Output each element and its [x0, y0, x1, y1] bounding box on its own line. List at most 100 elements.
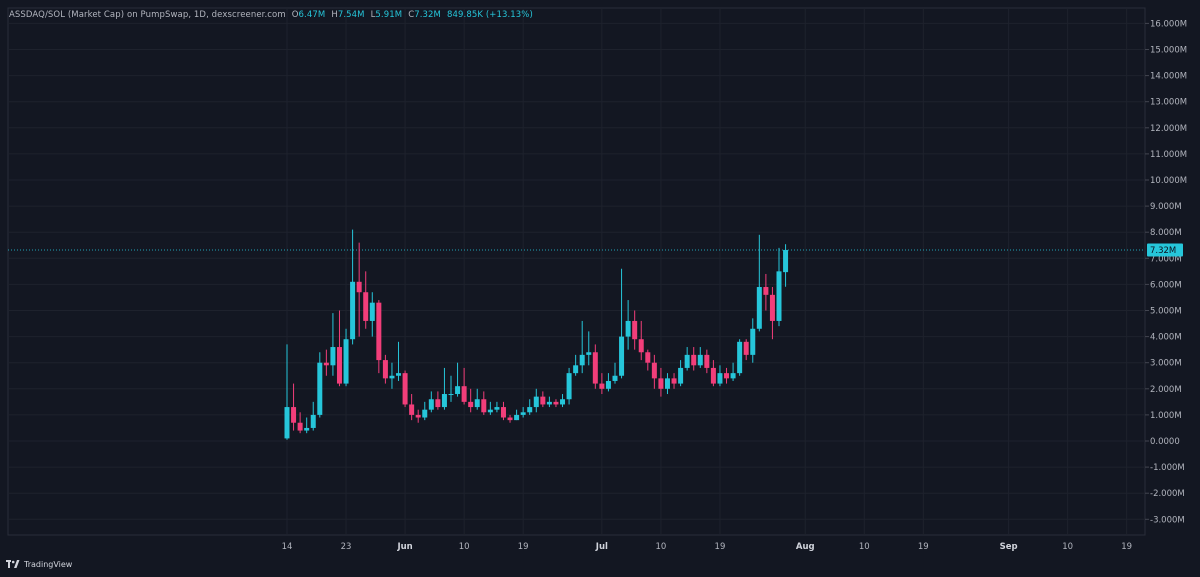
candle-body[interactable] [645, 352, 651, 363]
candle-body[interactable] [415, 414, 421, 418]
candle-body[interactable] [297, 422, 303, 431]
candle-body[interactable] [533, 396, 539, 408]
candle-body[interactable] [369, 302, 375, 321]
candle-body[interactable] [697, 354, 703, 366]
candle-body[interactable] [756, 287, 762, 329]
open-value: 6.47M [298, 10, 326, 20]
x-tick-label: 10 [459, 542, 470, 552]
candle-body[interactable] [737, 341, 743, 374]
x-tick-label: 19 [518, 542, 529, 552]
y-tick-label: -2.000M [1150, 489, 1185, 499]
symbol-title: ASSDAQ/SOL (Market Cap) on PumpSwap, 1D,… [9, 10, 286, 20]
candle-body[interactable] [573, 365, 579, 374]
candle-body[interactable] [691, 354, 697, 366]
y-tick-label: 2.000M [1150, 385, 1182, 395]
x-tick-label: 10 [656, 542, 667, 552]
candle-body[interactable] [317, 362, 323, 415]
candle-body[interactable] [553, 401, 559, 405]
last-price-tag-label: 7.32M [1150, 246, 1176, 256]
y-tick-label: -3.000M [1150, 515, 1185, 525]
x-tick-label: 10 [859, 542, 870, 552]
candle-body[interactable] [500, 407, 506, 418]
candle-body[interactable] [783, 249, 789, 273]
candle-body[interactable] [619, 336, 625, 376]
candle-body[interactable] [671, 378, 677, 384]
candle-body[interactable] [461, 386, 467, 402]
candle-body[interactable] [717, 373, 723, 384]
candle-body[interactable] [389, 375, 395, 379]
tradingview-brand[interactable]: TradingView [6, 559, 72, 569]
candle-body[interactable] [356, 281, 362, 293]
candle-body[interactable] [382, 360, 388, 379]
candle-body[interactable] [566, 373, 572, 400]
candle-body[interactable] [704, 354, 710, 368]
candle-body[interactable] [592, 352, 598, 384]
candle-body[interactable] [396, 373, 402, 376]
candle-body[interactable] [658, 378, 664, 389]
candle-body[interactable] [769, 294, 775, 321]
candle-body[interactable] [330, 347, 336, 366]
x-tick-label: 19 [918, 542, 929, 552]
candle-body[interactable] [376, 302, 382, 361]
candle-body[interactable] [664, 378, 670, 389]
candle-body[interactable] [494, 407, 500, 410]
candle-body[interactable] [422, 409, 428, 418]
candle-body[interactable] [599, 383, 605, 389]
candle-body[interactable] [540, 396, 546, 405]
y-tick-label: -1.000M [1150, 463, 1185, 473]
candle-body[interactable] [605, 380, 611, 389]
candle-body[interactable] [402, 373, 408, 405]
candle-body[interactable] [724, 373, 730, 379]
candle-body[interactable] [625, 320, 631, 337]
candle-body[interactable] [684, 354, 690, 368]
candle-body[interactable] [481, 399, 487, 413]
candle-body[interactable] [514, 414, 520, 421]
candle-body[interactable] [323, 362, 329, 366]
low-value: 5.91M [375, 10, 403, 20]
candle-body[interactable] [409, 404, 415, 415]
candle-body[interactable] [435, 399, 441, 408]
candle-body[interactable] [507, 417, 513, 421]
candle-body[interactable] [750, 328, 756, 355]
candle-body[interactable] [527, 407, 533, 413]
candle-body[interactable] [284, 407, 290, 439]
candle-body[interactable] [579, 354, 585, 366]
candle-body[interactable] [343, 339, 349, 384]
candle-body[interactable] [743, 341, 749, 355]
candle-body[interactable] [651, 362, 657, 379]
candle-body[interactable] [487, 409, 493, 413]
candle-body[interactable] [586, 352, 592, 355]
candle-body[interactable] [468, 401, 474, 408]
candle-body[interactable] [474, 399, 480, 408]
candle-body[interactable] [520, 412, 526, 415]
candle-body[interactable] [560, 399, 566, 405]
candle-body[interactable] [336, 347, 342, 384]
candle-body[interactable] [612, 375, 618, 381]
candle-body[interactable] [304, 427, 310, 431]
candle-body[interactable] [730, 373, 736, 379]
candle-body[interactable] [441, 394, 447, 408]
tradingview-logo-icon [6, 560, 20, 568]
x-tick-label: 10 [1062, 542, 1073, 552]
candle-body[interactable] [448, 394, 454, 396]
candle-body[interactable] [710, 367, 716, 384]
y-tick-label: 6.000M [1150, 280, 1182, 290]
brand-name: TradingView [24, 559, 73, 569]
candle-body[interactable] [638, 339, 644, 353]
change-value: 849.85K (+13.13%) [447, 10, 533, 20]
candle-body[interactable] [763, 287, 769, 295]
candle-body[interactable] [546, 401, 552, 405]
low-label: L [370, 10, 376, 20]
candle-body[interactable] [350, 281, 356, 340]
candle-body[interactable] [678, 367, 684, 384]
candle-body[interactable] [291, 407, 297, 423]
y-tick-label: 12.000M [1150, 124, 1187, 134]
candle-body[interactable] [776, 271, 782, 321]
candle-body[interactable] [455, 386, 461, 395]
candle-body[interactable] [310, 414, 316, 428]
candle-body[interactable] [363, 292, 369, 321]
y-tick-label: 4.000M [1150, 333, 1182, 343]
candle-body[interactable] [632, 320, 638, 340]
candle-body[interactable] [428, 399, 434, 410]
